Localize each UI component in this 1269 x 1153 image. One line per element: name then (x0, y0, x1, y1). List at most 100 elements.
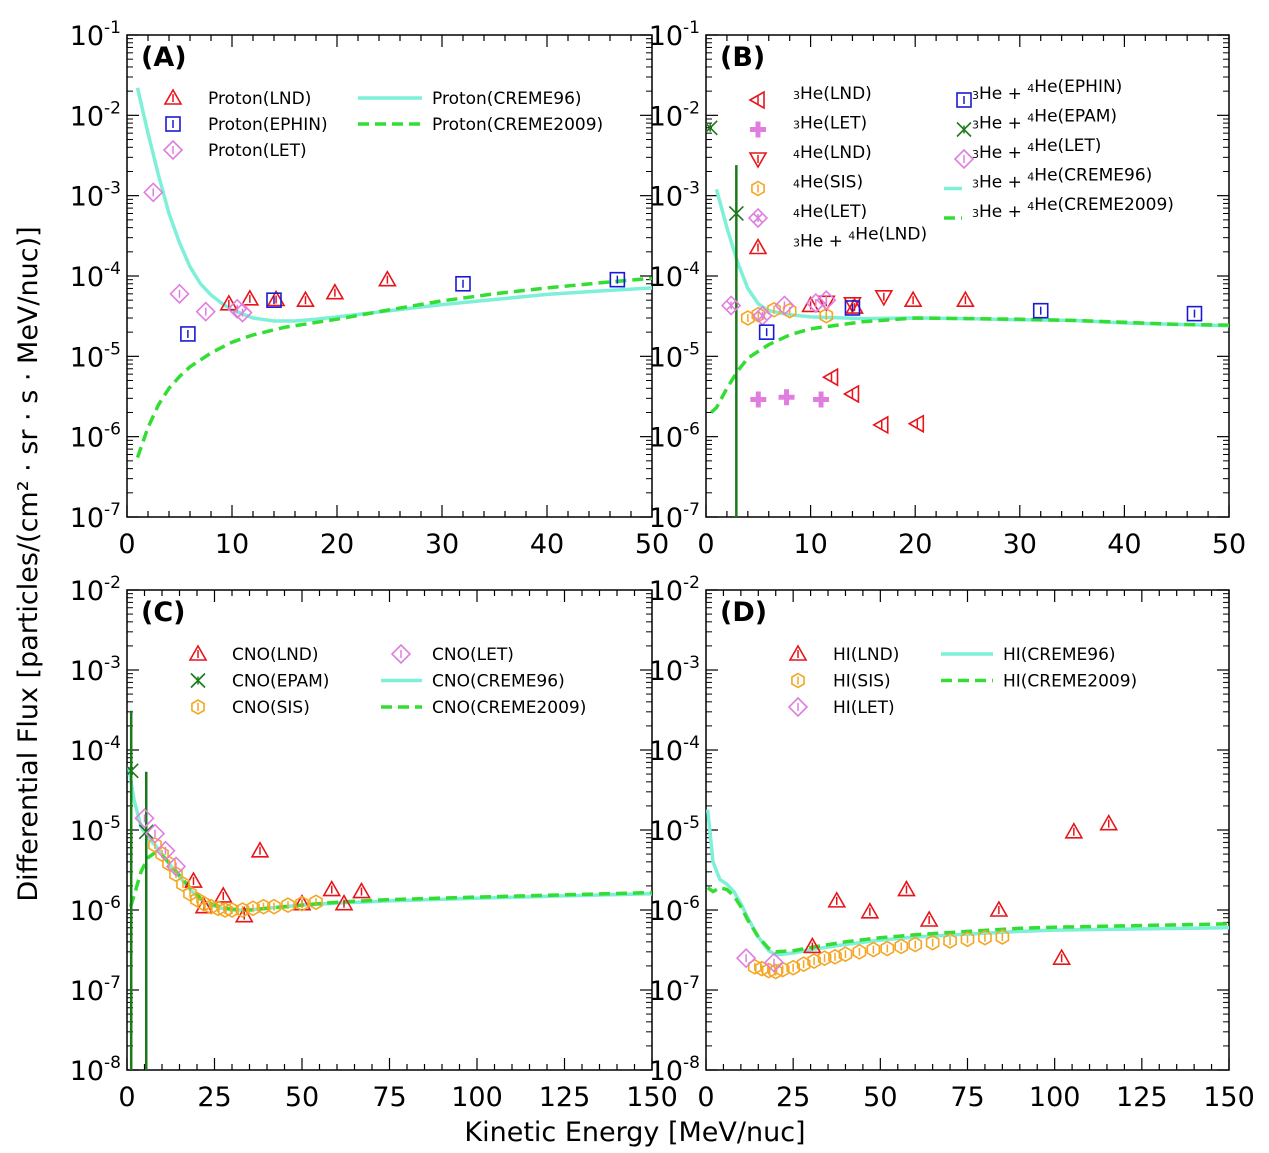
data-point (295, 895, 309, 912)
series-line (127, 767, 652, 912)
plot-area (135, 87, 652, 459)
data-point (807, 953, 821, 969)
y-tick-label: 10-5 (70, 339, 121, 373)
data-point (1032, 302, 1049, 319)
y-tick-label: 10-6 (70, 893, 121, 927)
x-tick-label: 20 (320, 529, 354, 560)
legend-entry: CNO(SIS) (191, 698, 310, 718)
y-tick-label: 10-2 (70, 98, 121, 132)
data-point (880, 940, 895, 957)
legend-entry: Proton(LND) (163, 88, 311, 109)
data-point (843, 297, 862, 314)
legend-marker (163, 88, 183, 105)
x-tick-label: 0 (118, 1082, 135, 1113)
data-point (801, 295, 820, 313)
legend-marker (188, 644, 208, 661)
panel-label: (B) (720, 42, 765, 73)
x-tick-label: 125 (1116, 1082, 1168, 1113)
y-tick-label: 10-6 (649, 893, 700, 927)
y-tick-label: 10-6 (70, 420, 121, 454)
legend-entry: Proton(CREME96) (358, 89, 582, 109)
x-tick-label: 150 (1203, 1082, 1255, 1113)
x-tick-label: 150 (626, 1082, 678, 1113)
legend-label: 3He + 4He(EPAM) (972, 107, 1117, 134)
legend-label: 3He(LET) (793, 114, 867, 134)
series-line (710, 316, 1229, 414)
series-line (706, 809, 1229, 957)
y-tick-label: 10-5 (649, 339, 700, 373)
x-tick-label: 40 (1107, 529, 1141, 560)
legend-label: Proton(CREME96) (432, 89, 582, 109)
legend-entry: CNO(CREME96) (381, 672, 565, 692)
data-point (919, 910, 939, 927)
legend-entry: HI(SIS) (791, 672, 891, 692)
legend-label: 3He(LND) (793, 84, 872, 104)
legend-label: CNO(SIS) (232, 698, 310, 718)
series-line (135, 276, 652, 459)
data-point (894, 938, 909, 955)
panel-label: (C) (141, 597, 186, 628)
series-line (135, 87, 652, 323)
data-point (292, 894, 312, 911)
x-tick-label: 0 (697, 529, 714, 560)
data-point (213, 886, 233, 903)
data-point (735, 948, 757, 969)
x-tick-label: 30 (1003, 529, 1037, 560)
legend-label: 3He + 4He(CREME2009) (972, 195, 1174, 222)
data-point (165, 856, 187, 877)
data-point (227, 298, 248, 319)
x-tick-label: 0 (697, 1082, 714, 1113)
data-point (190, 891, 204, 908)
legend-label: Proton(EPHIN) (208, 115, 328, 135)
y-tick-label: 10-5 (649, 813, 700, 847)
legend-entry: 3He(LND) (748, 84, 872, 110)
legend-marker (791, 672, 805, 689)
data-point (281, 897, 295, 914)
data-point (609, 271, 626, 288)
legend-label: 3He + 4He(CREME96) (972, 166, 1152, 193)
y-tick-label: 10-4 (70, 259, 121, 293)
x-tick-label: 75 (950, 1082, 984, 1113)
legend-label: HI(LET) (833, 698, 895, 718)
data-point (844, 300, 861, 316)
data-point (176, 876, 190, 893)
y-tick-label: 10-2 (649, 573, 700, 607)
plot-area (706, 809, 1229, 980)
x-axis-label: Kinetic Energy [MeV/nuc] (464, 1117, 805, 1148)
legend-entry: CNO(LET) (390, 643, 514, 665)
y-tick-label: 10-6 (649, 420, 700, 454)
y-tick-label: 10-4 (70, 733, 121, 767)
data-point (817, 950, 832, 967)
x-tick-label: 25 (776, 1082, 810, 1113)
plot-area (127, 710, 652, 1070)
data-point (925, 934, 940, 951)
legend-marker (956, 92, 972, 108)
data-point (155, 840, 176, 861)
data-point (763, 952, 785, 973)
legend-entry: 4He(LND) (748, 143, 872, 169)
legend-label: 4He(LND) (793, 143, 872, 163)
y-tick-label: 10-7 (649, 500, 700, 534)
data-point (786, 959, 801, 976)
legend-entry: CNO(CREME2009) (381, 698, 586, 718)
legend-label: HI(CREME96) (1003, 645, 1116, 665)
legend-label: HI(SIS) (833, 672, 891, 692)
data-point (1052, 948, 1072, 965)
data-point (827, 891, 847, 908)
legend-entry: Proton(CREME2009) (358, 115, 603, 135)
data-point (821, 367, 839, 387)
legend-entry: CNO(EPAM) (190, 672, 329, 692)
data-point (180, 326, 196, 342)
y-tick-label: 10-1 (70, 18, 121, 52)
legend-label: 4He(LET) (793, 202, 867, 222)
y-tick-label: 10-3 (70, 653, 121, 687)
data-point (978, 929, 992, 946)
data-point (775, 961, 790, 978)
y-tick-label: 10-8 (649, 1053, 700, 1087)
legend-label: 3He + 4He(LET) (972, 136, 1101, 163)
data-point (1186, 305, 1203, 322)
legend-entry: Proton(LET) (162, 139, 307, 161)
data-point (334, 894, 354, 911)
y-tick-label: 10-2 (70, 573, 121, 607)
legend-marker (751, 180, 765, 197)
